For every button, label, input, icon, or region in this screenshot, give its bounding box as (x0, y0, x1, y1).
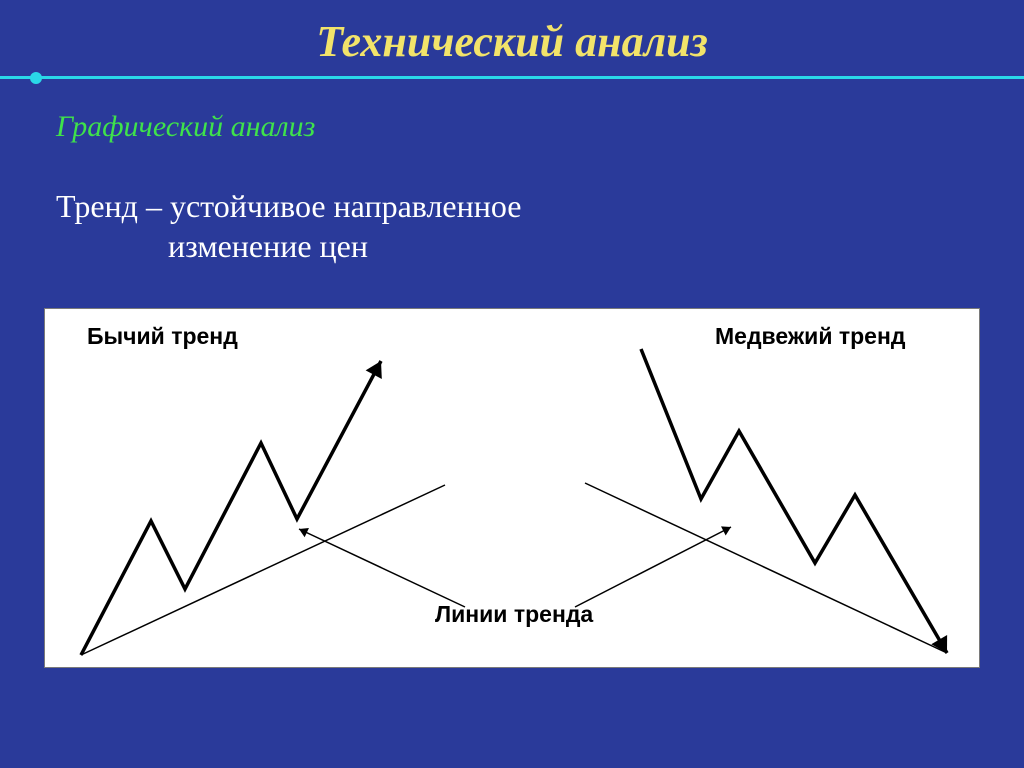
slide: Технический анализ Графический анализ Тр… (0, 0, 1024, 768)
trend-lines-label: Линии тренда (435, 601, 593, 628)
definition-line-2: изменение цен (168, 228, 368, 265)
bull-trend-label: Бычий тренд (87, 323, 238, 350)
definition-line-1: Тренд – устойчивое направленное (56, 188, 521, 225)
trend-diagram: Бычий тренд Медвежий тренд Линии тренда (44, 308, 980, 668)
bear-trend-label: Медвежий тренд (715, 323, 905, 350)
slide-title: Технический анализ (0, 16, 1024, 67)
title-underline (0, 76, 1024, 79)
title-underline-dot (30, 72, 42, 84)
subtitle: Графический анализ (56, 110, 315, 144)
